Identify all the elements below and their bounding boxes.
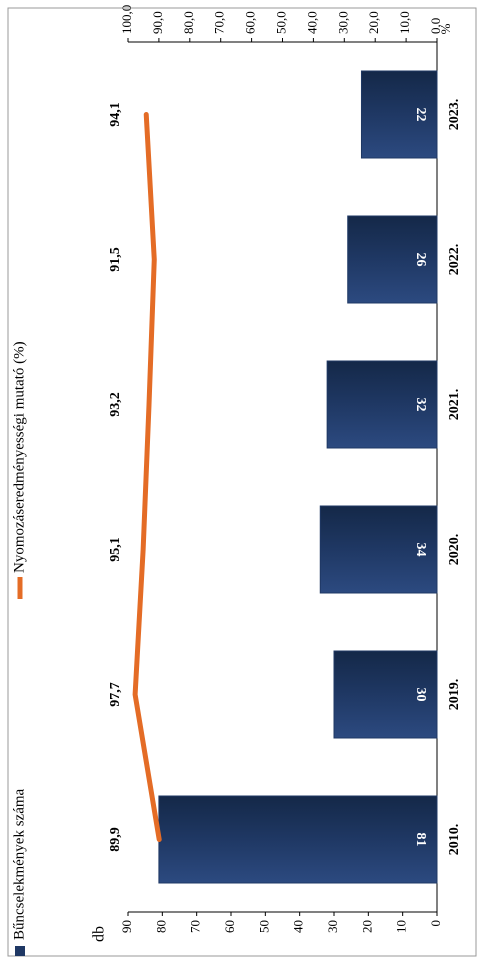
- y-tick-label: 0: [428, 920, 443, 927]
- y-tick-label: 20: [359, 920, 374, 933]
- x-tick-label: 2019.: [447, 679, 462, 711]
- y-tick-label: 60: [222, 920, 237, 933]
- y2-tick-label: 60,0: [243, 11, 258, 34]
- y-tick-label: 40: [291, 920, 306, 933]
- bar: [360, 70, 438, 159]
- x-tick-label: 2010.: [447, 824, 462, 856]
- bar-value-label: 30: [413, 688, 428, 702]
- bar-value-label: 22: [413, 108, 428, 122]
- y2-tick-label: 0,0: [428, 18, 443, 34]
- bar: [319, 505, 438, 594]
- x-tick-label: 2023.: [447, 99, 462, 131]
- y2-tick-label: 20,0: [366, 11, 381, 34]
- y2-tick-label: 50,0: [273, 11, 288, 34]
- y2-tick-label: 90,0: [150, 11, 165, 34]
- x-tick-label: 2022.: [447, 244, 462, 276]
- y-tick-label: 70: [188, 920, 203, 933]
- y2-tick-label: 30,0: [335, 11, 350, 34]
- y2-tick-label: 70,0: [212, 11, 227, 34]
- x-tick-label: 2021.: [447, 389, 462, 421]
- line-value-label: 93,2: [108, 392, 123, 417]
- line-value-label: 94,1: [108, 102, 123, 127]
- legend-marker: [15, 946, 25, 956]
- bar-value-label: 81: [413, 833, 428, 847]
- y2-tick-label: 80,0: [181, 11, 196, 34]
- y-tick-label: 50: [256, 920, 271, 933]
- bar: [333, 650, 438, 739]
- x-tick-label: 2020.: [447, 534, 462, 566]
- line-value-label: 89,9: [108, 827, 123, 852]
- y-axis-title: db: [91, 926, 108, 942]
- bar: [347, 215, 438, 304]
- plot: 0 10 20 30 40 50 60 70 80 90 0,0 10,0 20,0 30,0 40,0 50…: [11, 5, 462, 956]
- bar: [158, 795, 438, 884]
- y-tick-label: 90: [119, 920, 134, 933]
- y2-tick-label: 40,0: [304, 11, 319, 34]
- bar-value-label: 34: [413, 543, 428, 557]
- legend-label: Nyomozáseredményességi mutató (%): [11, 341, 27, 573]
- y2-tick-label: 10,0: [397, 11, 412, 34]
- line-value-label: 95,1: [108, 537, 123, 562]
- y2-axis-title: %: [438, 23, 453, 34]
- bar-value-label: 26: [413, 253, 428, 267]
- legend-label: Bűncselekmények száma: [11, 788, 27, 940]
- line-value-label: 97,7: [108, 682, 123, 707]
- frame: [7, 7, 477, 957]
- bar-value-label: 32: [413, 398, 428, 412]
- y-tick-label: 80: [153, 920, 168, 933]
- line-value-label: 91,5: [108, 247, 123, 272]
- bar: [326, 360, 438, 449]
- y-tick-label: 30: [325, 920, 340, 933]
- line-series: [132, 112, 162, 842]
- y-tick-label: 10: [394, 920, 409, 933]
- y2-tick-label: 100,0: [119, 5, 134, 34]
